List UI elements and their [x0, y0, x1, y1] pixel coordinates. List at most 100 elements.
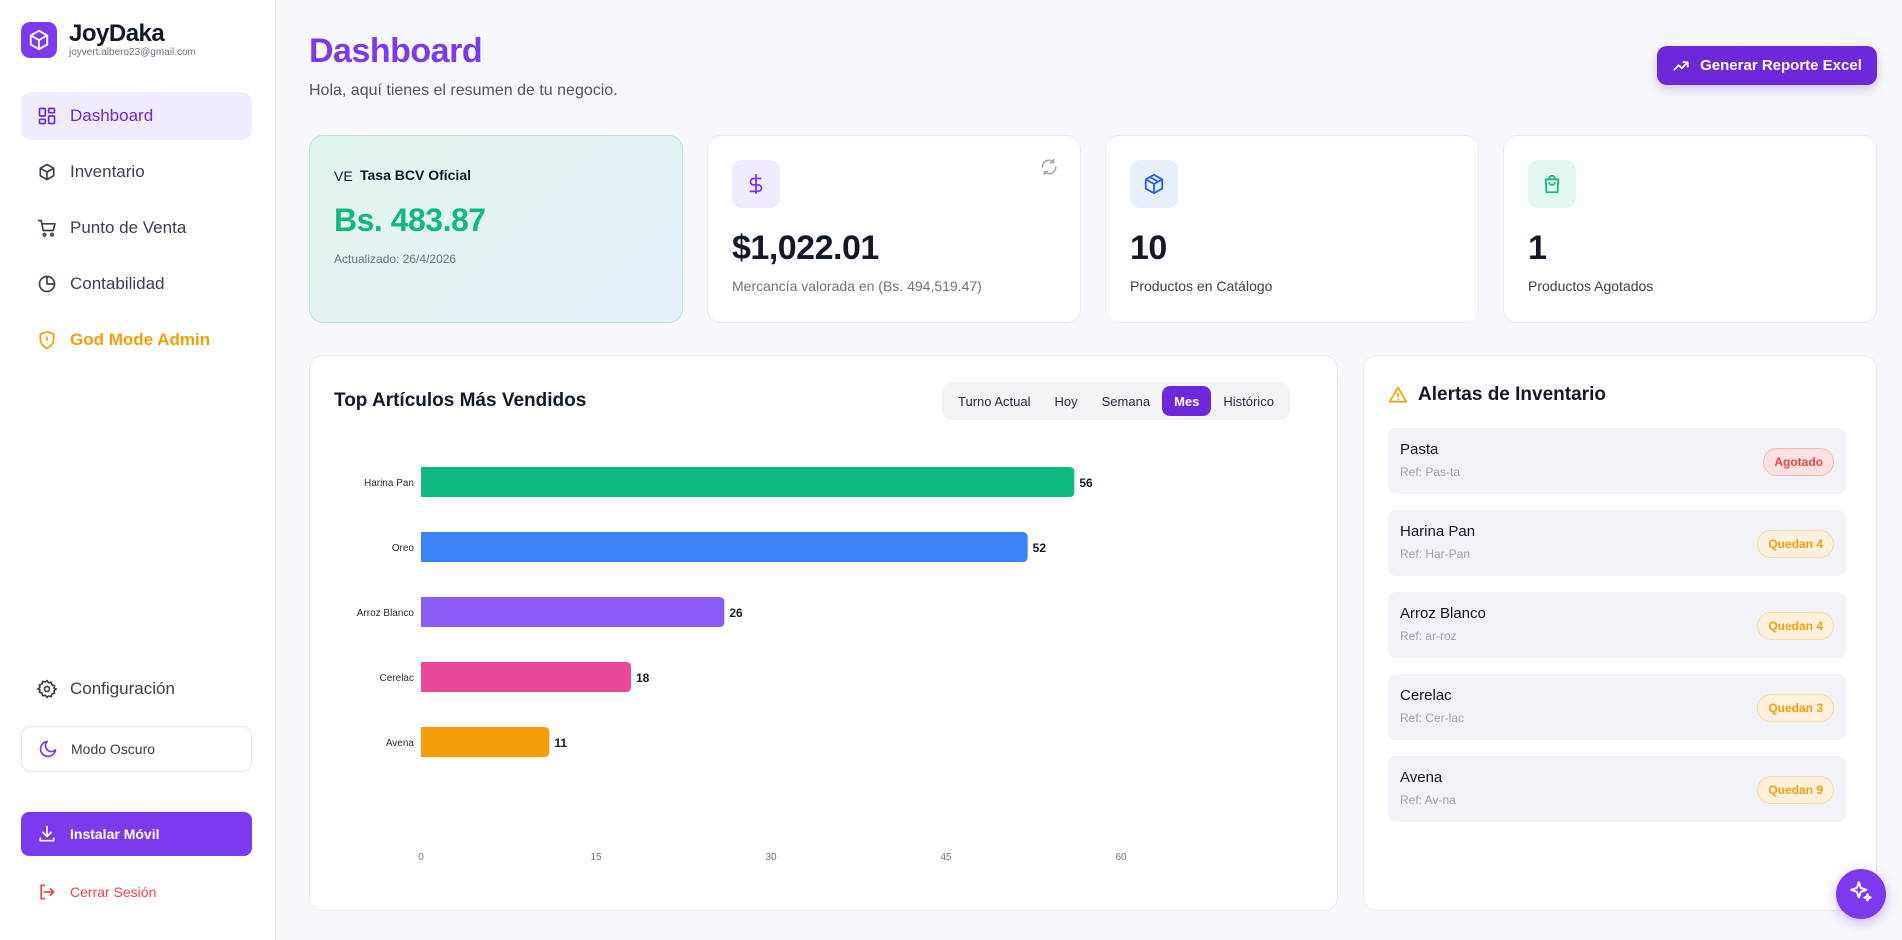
sidebar-item-configuracion[interactable]: Configuración — [21, 665, 252, 713]
alert-ref: Ref: Av-na — [1400, 793, 1456, 807]
chart-bar — [421, 662, 631, 692]
sidebar-item-label: Dashboard — [70, 106, 154, 125]
page-subtitle: Hola, aquí tienes el resumen de tu negoc… — [309, 82, 618, 99]
alert-ref: Ref: Har-Pan — [1400, 547, 1471, 561]
status-badge: Quedan 4 — [1757, 612, 1834, 640]
logout-button[interactable]: Cerrar Sesión — [21, 870, 252, 914]
stat-card-out-of-stock: 1 Productos Agotados — [1503, 135, 1877, 323]
list-item[interactable]: Pasta Ref: Pas-ta Agotado — [1388, 428, 1846, 494]
alert-ref: Ref: ar-roz — [1400, 629, 1457, 643]
alert-name: Cerelac — [1400, 687, 1452, 704]
filter-turno-actual[interactable]: Turno Actual — [958, 393, 1031, 409]
config-label: Configuración — [70, 679, 175, 698]
chart-data-label: 52 — [1033, 541, 1047, 555]
alert-name: Pasta — [1400, 441, 1439, 458]
dark-mode-toggle[interactable]: Modo Oscuro — [21, 726, 252, 772]
bcv-updated: Actualizado: 26/4/2026 — [334, 252, 457, 266]
status-badge: Quedan 3 — [1757, 694, 1834, 722]
cube-icon — [21, 22, 57, 58]
refresh-icon[interactable] — [1040, 158, 1058, 181]
sidebar-item-contabilidad[interactable]: Contabilidad — [21, 260, 252, 308]
top-products-chart: Harina Pan 56 Oreo 52 Arroz Blanco 26 Cerelac 1… — [357, 467, 1127, 863]
bcv-label: Tasa BCV Oficial — [360, 167, 472, 183]
chart-bar — [421, 727, 550, 757]
stat-label: Mercancía valorada en (Bs. 494,519.47) — [732, 278, 982, 294]
chart-category-label: Harina Pan — [364, 478, 414, 489]
install-label: Instalar Móvil — [70, 826, 160, 842]
moon-icon — [38, 739, 58, 759]
chart-data-label: 26 — [729, 606, 743, 620]
sidebar-item-label: Inventario — [70, 162, 145, 181]
generate-report-button[interactable]: Generar Reporte Excel — [1657, 46, 1877, 85]
filter-historico[interactable]: Histórico — [1223, 393, 1274, 409]
alert-name: Harina Pan — [1400, 523, 1476, 540]
alert-name: Arroz Blanco — [1400, 605, 1486, 622]
stat-value: 1 — [1528, 229, 1547, 267]
brand-email: joyvert.albero23@gmail.com — [69, 47, 196, 58]
alerts-title: Alertas de Inventario — [1388, 384, 1606, 406]
list-item[interactable]: Harina Pan Ref: Har-Pan Quedan 4 — [1388, 510, 1846, 576]
chart-data-label: 11 — [554, 736, 567, 750]
gear-icon — [37, 679, 57, 699]
alert-list: Pasta Ref: Pas-ta Agotado Harina Pan Ref… — [1388, 428, 1846, 838]
chart-data-label: 18 — [636, 671, 650, 685]
bcv-value: Bs. 483.87 — [334, 202, 486, 238]
shield-icon — [37, 330, 57, 350]
chart-title: Top Artículos Más Vendidos — [334, 390, 587, 411]
cart-icon — [37, 218, 57, 238]
filter-mes[interactable]: Mes — [1162, 386, 1212, 416]
chart-category-label: Oreo — [392, 543, 415, 554]
sidebar-item-god-mode-admin[interactable]: God Mode Admin — [21, 316, 252, 364]
alert-ref: Ref: Pas-ta — [1400, 465, 1461, 479]
status-badge: Quedan 9 — [1757, 776, 1834, 804]
report-button-label: Generar Reporte Excel — [1700, 57, 1862, 74]
sidebar-item-label: Punto de Venta — [70, 218, 187, 237]
chart-tick-label: 30 — [765, 852, 777, 863]
sidebar-item-dashboard[interactable]: Dashboard — [21, 92, 252, 140]
alert-ref: Ref: Cer-lac — [1400, 711, 1465, 725]
sparkles-icon — [1848, 879, 1874, 910]
chart-tick-label: 0 — [418, 852, 424, 863]
download-icon — [37, 824, 57, 844]
chart-tick-label: 15 — [590, 852, 602, 863]
list-item[interactable]: Arroz Blanco Ref: ar-roz Quedan 4 — [1388, 592, 1846, 658]
stat-card-catalog: 10 Productos en Catálogo — [1105, 135, 1479, 323]
sidebar-item-label: God Mode Admin — [70, 330, 211, 349]
list-item[interactable]: Cerelac Ref: Cer-lac Quedan 3 — [1388, 674, 1846, 740]
chart-category-label: Arroz Blanco — [357, 608, 415, 619]
dollar-icon — [732, 160, 780, 208]
list-item[interactable]: Avena Ref: Av-na Quedan 9 — [1388, 756, 1846, 822]
inventory-alerts-card: Alertas de Inventario Pasta Ref: Pas-ta … — [1363, 355, 1877, 911]
flag-icon: VE — [334, 168, 353, 184]
stat-card-inventory-value: $1,022.01 Mercancía valorada en (Bs. 494… — [707, 135, 1081, 323]
pie-chart-icon — [37, 274, 57, 294]
trending-up-icon — [1672, 57, 1690, 75]
dark-mode-label: Modo Oscuro — [71, 741, 156, 757]
chart-bar — [421, 467, 1075, 497]
dashboard-grid-icon — [37, 106, 57, 126]
alert-name: Avena — [1400, 769, 1443, 786]
chart-tick-label: 45 — [940, 852, 952, 863]
status-badge: Quedan 4 — [1757, 530, 1834, 558]
period-filter: Turno Actual Hoy Semana Mes Histórico — [942, 382, 1290, 420]
brand-name: JoyDaka — [69, 20, 165, 47]
assistant-fab-button[interactable] — [1836, 869, 1886, 919]
brand[interactable]: JoyDaka joyvert.albero23@gmail.com — [21, 21, 196, 59]
sidebar-bottom: Configuración Modo Oscuro Instalar Móvil… — [21, 665, 252, 914]
sidebar-item-punto-de-venta[interactable]: Punto de Venta — [21, 204, 252, 252]
page-title: Dashboard — [309, 32, 483, 70]
bcv-rate-card: VE Tasa BCV Oficial Bs. 483.87 Actualiza… — [309, 135, 683, 323]
sidebar-item-label: Contabilidad — [70, 274, 165, 293]
filter-hoy[interactable]: Hoy — [1054, 393, 1078, 409]
sidebar-nav: Dashboard Inventario Punto de Venta Cont… — [21, 92, 252, 372]
chart-tick-label: 60 — [1115, 852, 1127, 863]
box-tag-icon — [37, 162, 57, 182]
sidebar-item-inventario[interactable]: Inventario — [21, 148, 252, 196]
stat-value: $1,022.01 — [732, 229, 879, 267]
chart-bar — [421, 597, 725, 627]
install-mobile-button[interactable]: Instalar Móvil — [21, 812, 252, 856]
chart-data-label: 56 — [1079, 476, 1093, 490]
chart-category-label: Cerelac — [380, 673, 414, 684]
status-badge: Agotado — [1763, 448, 1834, 476]
filter-semana[interactable]: Semana — [1101, 393, 1151, 409]
